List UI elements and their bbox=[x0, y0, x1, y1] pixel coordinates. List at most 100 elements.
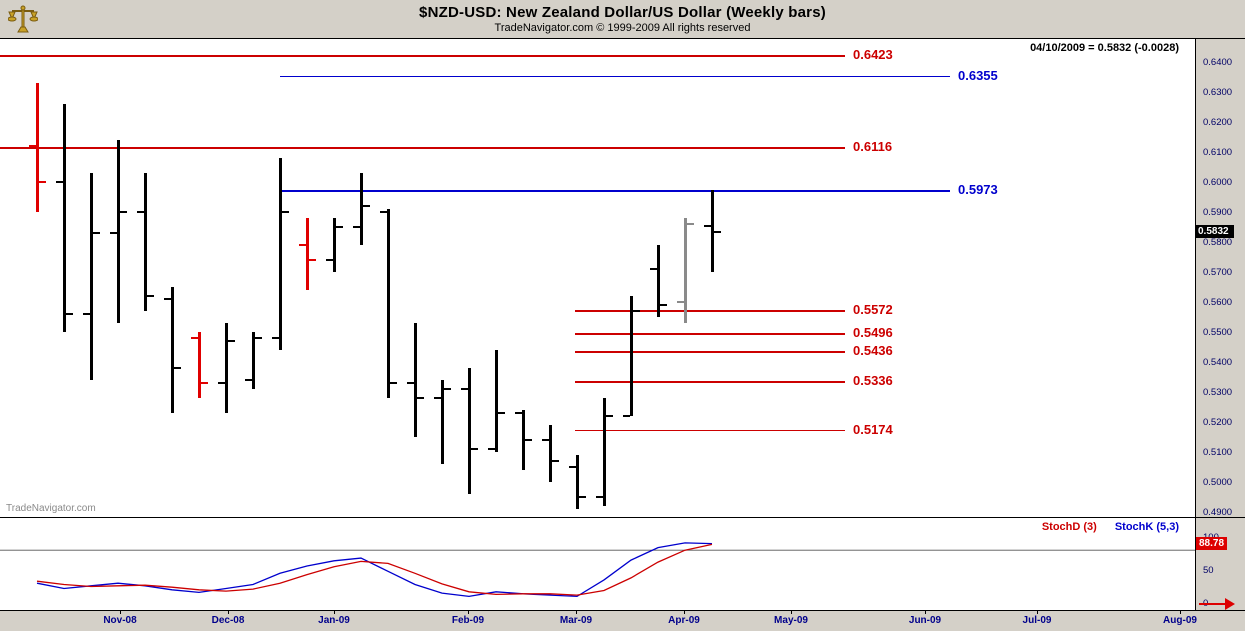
month-label: Aug-09 bbox=[1163, 615, 1197, 626]
month-label: Jul-09 bbox=[1022, 615, 1052, 626]
close-tick bbox=[363, 205, 370, 207]
month-label: Apr-09 bbox=[668, 615, 700, 626]
chart-header: $NZD-USD: New Zealand Dollar/US Dollar (… bbox=[0, 0, 1245, 38]
open-tick bbox=[677, 301, 684, 303]
ohlc-bar bbox=[252, 332, 255, 389]
price-axis-label: 0.5600 bbox=[1203, 297, 1233, 308]
close-tick bbox=[498, 412, 505, 414]
ohlc-bar bbox=[333, 218, 336, 272]
time-axis[interactable]: Nov-08 Dec-08 Jan-09 Feb-09 Mar-09 Apr-09 May-… bbox=[0, 610, 1245, 631]
support-resistance-line bbox=[575, 429, 845, 432]
ohlc-bar bbox=[549, 425, 552, 482]
ohlc-bar bbox=[603, 398, 606, 506]
close-tick bbox=[201, 382, 208, 384]
open-tick bbox=[650, 268, 657, 270]
close-tick bbox=[228, 340, 235, 342]
open-tick bbox=[569, 466, 576, 468]
support-resistance-line bbox=[575, 333, 845, 335]
level-price-label: 0.5436 bbox=[853, 343, 893, 359]
level-price-label: 0.6116 bbox=[853, 139, 893, 155]
price-axis-label: 0.5900 bbox=[1203, 207, 1233, 218]
month-tick bbox=[925, 611, 926, 614]
support-resistance-line bbox=[575, 310, 845, 312]
price-axis-label: 0.5000 bbox=[1203, 477, 1233, 488]
stochastic-pane[interactable]: StochD (3) StochK (5,3) bbox=[0, 517, 1196, 610]
month-label: Feb-09 bbox=[451, 615, 485, 626]
month-label: Nov-08 bbox=[103, 615, 137, 626]
scroll-right-icon[interactable] bbox=[1199, 597, 1235, 615]
price-axis-label: 0.5200 bbox=[1203, 417, 1233, 428]
support-resistance-line bbox=[280, 75, 950, 77]
ohlc-bar bbox=[495, 350, 498, 452]
support-resistance-line bbox=[280, 190, 950, 192]
month-tick bbox=[334, 611, 335, 614]
price-pane[interactable]: 04/10/2009 = 0.5832 (-0.0028) TradeNavig… bbox=[0, 38, 1196, 517]
close-tick bbox=[579, 496, 586, 498]
close-tick bbox=[633, 310, 640, 312]
level-price-label: 0.5496 bbox=[853, 325, 893, 341]
price-axis-label: 0.5100 bbox=[1203, 447, 1233, 458]
open-tick bbox=[272, 337, 279, 339]
price-axis-label: 0.5300 bbox=[1203, 387, 1233, 398]
last-price-badge: 0.5832 bbox=[1196, 225, 1234, 239]
close-tick bbox=[66, 313, 73, 315]
chart-title: $NZD-USD: New Zealand Dollar/US Dollar (… bbox=[419, 4, 826, 21]
ohlc-bar bbox=[306, 218, 309, 290]
ohlc-bar bbox=[414, 323, 417, 437]
open-tick bbox=[407, 382, 414, 384]
price-axis-label: 0.5700 bbox=[1203, 267, 1233, 278]
level-price-label: 0.5174 bbox=[853, 421, 893, 437]
ohlc-bar bbox=[36, 83, 39, 212]
price-axis-label: 0.6100 bbox=[1203, 147, 1233, 158]
price-axis-label: 0.5400 bbox=[1203, 357, 1233, 368]
close-tick bbox=[660, 304, 667, 306]
close-tick bbox=[147, 295, 154, 297]
month-label: Dec-08 bbox=[211, 615, 245, 626]
price-axis[interactable]: 0.5832 0.6400 0.6300 0.6200 0.6100 0.6000 0.5… bbox=[1196, 38, 1245, 518]
month-label: Mar-09 bbox=[559, 615, 593, 626]
price-axis-label: 0.6000 bbox=[1203, 177, 1233, 188]
stochk-label: StochK (5,3) bbox=[1114, 521, 1179, 533]
open-tick bbox=[164, 298, 171, 300]
level-price-label: 0.6355 bbox=[958, 67, 998, 83]
close-tick bbox=[336, 226, 343, 228]
ohlc-bar bbox=[657, 245, 660, 317]
ohlc-bar bbox=[225, 323, 228, 413]
stochd-value-badge: 88.78 bbox=[1196, 537, 1228, 551]
ohlc-bar bbox=[630, 296, 633, 416]
open-tick bbox=[353, 226, 360, 228]
close-tick bbox=[444, 388, 451, 390]
close-tick bbox=[471, 448, 478, 450]
open-tick bbox=[83, 313, 90, 315]
indicator-legend: StochD (3) StochK (5,3) bbox=[1042, 521, 1179, 533]
open-tick bbox=[29, 145, 36, 147]
close-tick bbox=[525, 439, 532, 441]
open-tick bbox=[326, 259, 333, 261]
month-label: May-09 bbox=[774, 615, 808, 626]
month-tick bbox=[576, 611, 577, 614]
ohlc-bar bbox=[90, 173, 93, 380]
month-tick bbox=[120, 611, 121, 614]
close-tick bbox=[390, 382, 397, 384]
open-tick bbox=[434, 397, 441, 399]
stochastic-plot bbox=[0, 542, 1195, 598]
level-price-label: 0.5336 bbox=[853, 373, 893, 389]
open-tick bbox=[623, 415, 630, 417]
ohlc-bar bbox=[387, 209, 390, 398]
close-tick bbox=[120, 211, 127, 213]
close-tick bbox=[39, 181, 46, 183]
support-resistance-line bbox=[575, 351, 845, 353]
open-tick bbox=[542, 439, 549, 441]
month-label: Jan-09 bbox=[318, 615, 350, 626]
open-tick bbox=[218, 382, 225, 384]
tradenavigator-logo-icon bbox=[7, 3, 39, 40]
price-axis-label: 0.4900 bbox=[1203, 507, 1233, 518]
ohlc-bar bbox=[198, 332, 201, 398]
level-price-label: 0.5973 bbox=[958, 182, 998, 198]
price-axis-label: 0.6200 bbox=[1203, 117, 1233, 128]
price-axis-label: 0.5800 bbox=[1203, 237, 1233, 248]
support-resistance-line bbox=[0, 55, 845, 57]
month-tick bbox=[468, 611, 469, 614]
ohlc-bar bbox=[441, 380, 444, 464]
